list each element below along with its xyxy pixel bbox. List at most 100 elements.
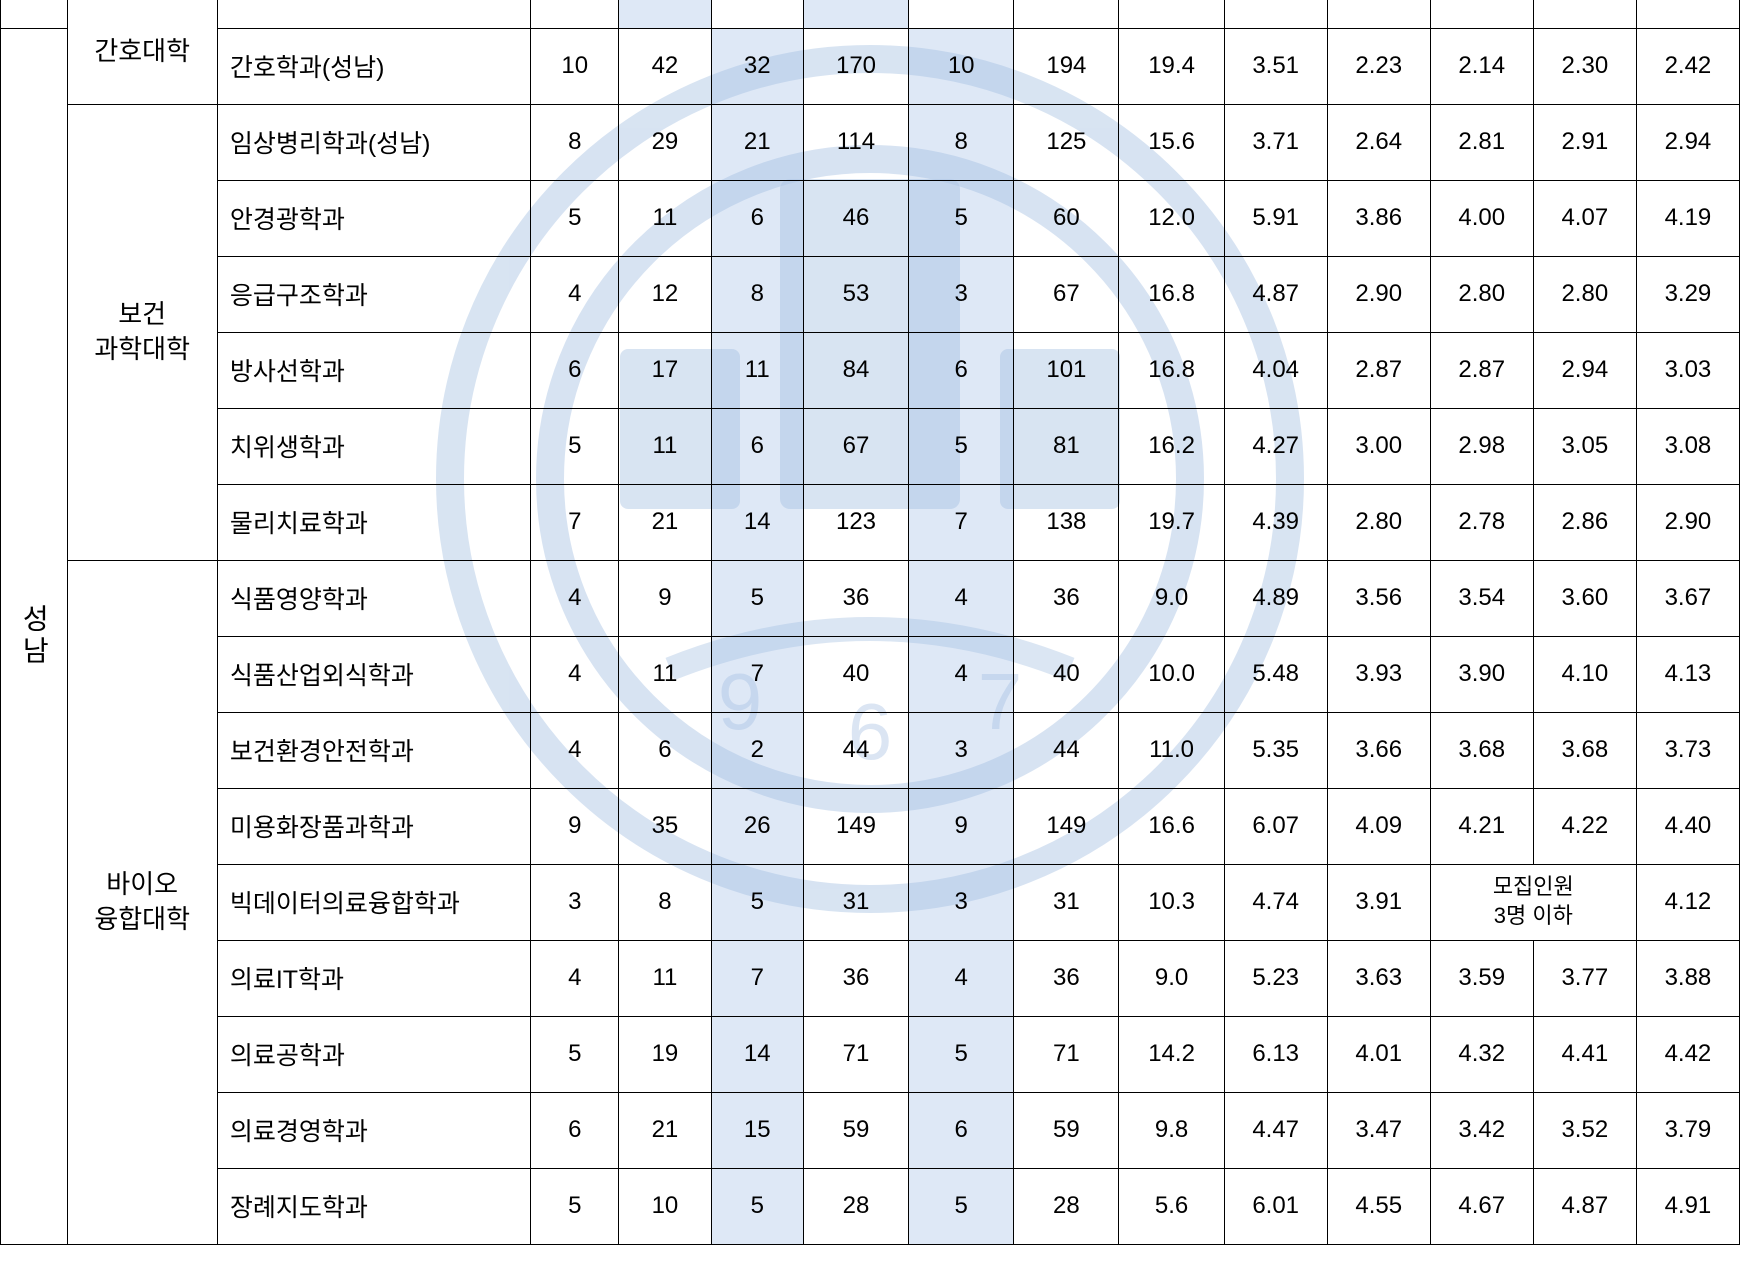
data-cell: 36 xyxy=(803,940,908,1016)
data-cell: 81 xyxy=(1014,408,1119,484)
data-cell: 5.23 xyxy=(1224,940,1327,1016)
data-cell: 3.68 xyxy=(1533,712,1636,788)
prev-row-cell xyxy=(1119,0,1224,28)
data-cell: 3.79 xyxy=(1636,1092,1739,1168)
data-cell: 5 xyxy=(909,1168,1014,1244)
table-row: 미용화장품과학과93526149914916.66.074.094.214.22… xyxy=(1,788,1740,864)
data-cell: 2.30 xyxy=(1533,28,1636,104)
prev-row-cell xyxy=(1636,0,1739,28)
data-cell: 14 xyxy=(711,484,803,560)
data-cell: 10 xyxy=(619,1168,711,1244)
data-cell: 11 xyxy=(619,180,711,256)
data-cell: 2.91 xyxy=(1533,104,1636,180)
table-row: 장례지도학과5105285285.66.014.554.674.874.91 xyxy=(1,1168,1740,1244)
dept-name: 안경광학과 xyxy=(217,180,530,256)
data-cell: 4.07 xyxy=(1533,180,1636,256)
data-cell: 11 xyxy=(619,408,711,484)
data-cell: 8 xyxy=(909,104,1014,180)
dept-name: 의료IT학과 xyxy=(217,940,530,1016)
table-row: 빅데이터의료융합학과3853133110.34.743.91모집인원3명 이하4… xyxy=(1,864,1740,940)
data-cell: 17 xyxy=(619,332,711,408)
dept-name: 식품산업외식학과 xyxy=(217,636,530,712)
data-cell: 42 xyxy=(619,28,711,104)
data-cell: 9.0 xyxy=(1119,940,1224,1016)
data-cell: 4.47 xyxy=(1224,1092,1327,1168)
data-cell: 2.80 xyxy=(1327,484,1430,560)
data-cell: 3 xyxy=(909,256,1014,332)
data-cell: 46 xyxy=(803,180,908,256)
data-cell: 4.12 xyxy=(1636,864,1739,940)
dept-name: 방사선학과 xyxy=(217,332,530,408)
data-cell: 4.10 xyxy=(1533,636,1636,712)
data-cell: 4 xyxy=(909,560,1014,636)
data-cell: 16.8 xyxy=(1119,332,1224,408)
prev-row-cell xyxy=(619,0,711,28)
data-cell: 3.54 xyxy=(1430,560,1533,636)
data-cell: 31 xyxy=(803,864,908,940)
data-cell: 3.93 xyxy=(1327,636,1430,712)
data-cell: 19.4 xyxy=(1119,28,1224,104)
data-cell: 3 xyxy=(531,864,619,940)
data-cell: 2.94 xyxy=(1636,104,1739,180)
data-cell: 4.55 xyxy=(1327,1168,1430,1244)
dept-name: 치위생학과 xyxy=(217,408,530,484)
data-cell: 4.91 xyxy=(1636,1168,1739,1244)
data-cell: 14 xyxy=(711,1016,803,1092)
dept-name: 간호학과(성남) xyxy=(217,28,530,104)
data-cell: 4.27 xyxy=(1224,408,1327,484)
data-cell: 5 xyxy=(531,1168,619,1244)
prev-campus-sliver xyxy=(1,0,68,28)
data-cell: 21 xyxy=(619,1092,711,1168)
data-cell: 3.05 xyxy=(1533,408,1636,484)
dept-name: 보건환경안전학과 xyxy=(217,712,530,788)
data-cell: 9 xyxy=(531,788,619,864)
data-cell: 36 xyxy=(1014,940,1119,1016)
data-cell: 60 xyxy=(1014,180,1119,256)
data-cell: 21 xyxy=(711,104,803,180)
data-cell: 7 xyxy=(711,940,803,1016)
table-row: 의료IT학과4117364369.05.233.633.593.773.88 xyxy=(1,940,1740,1016)
data-cell: 16.6 xyxy=(1119,788,1224,864)
data-cell: 4.39 xyxy=(1224,484,1327,560)
data-cell: 3.29 xyxy=(1636,256,1739,332)
data-cell: 4.13 xyxy=(1636,636,1739,712)
table-row: 안경광학과51164656012.05.913.864.004.074.19 xyxy=(1,180,1740,256)
data-cell: 71 xyxy=(803,1016,908,1092)
data-cell: 5.48 xyxy=(1224,636,1327,712)
data-cell: 29 xyxy=(619,104,711,180)
data-cell: 11 xyxy=(711,332,803,408)
data-cell: 3.68 xyxy=(1430,712,1533,788)
prev-row-cell xyxy=(1533,0,1636,28)
data-cell: 2.90 xyxy=(1636,484,1739,560)
dept-name: 미용화장품과학과 xyxy=(217,788,530,864)
data-cell: 12 xyxy=(619,256,711,332)
prev-row-cell xyxy=(217,0,530,28)
prev-row-cell xyxy=(909,0,1014,28)
data-cell: 3.08 xyxy=(1636,408,1739,484)
data-cell: 5 xyxy=(909,1016,1014,1092)
data-cell: 59 xyxy=(1014,1092,1119,1168)
prev-row-cell xyxy=(1224,0,1327,28)
data-cell: 101 xyxy=(1014,332,1119,408)
data-cell: 2.78 xyxy=(1430,484,1533,560)
table-row: 보건과학대학임상병리학과(성남)82921114812515.63.712.64… xyxy=(1,104,1740,180)
data-cell: 6 xyxy=(531,332,619,408)
data-cell: 5 xyxy=(531,1016,619,1092)
data-cell: 4.40 xyxy=(1636,788,1739,864)
dept-name: 임상병리학과(성남) xyxy=(217,104,530,180)
dept-name: 식품영양학과 xyxy=(217,560,530,636)
data-cell: 9.0 xyxy=(1119,560,1224,636)
data-cell: 4.87 xyxy=(1224,256,1327,332)
data-cell: 2.98 xyxy=(1430,408,1533,484)
dept-name: 의료경영학과 xyxy=(217,1092,530,1168)
data-cell: 5 xyxy=(711,864,803,940)
data-cell: 84 xyxy=(803,332,908,408)
data-cell: 6 xyxy=(909,1092,1014,1168)
table-row: 성남간호학과(성남)1042321701019419.43.512.232.14… xyxy=(1,28,1740,104)
prev-row-cell xyxy=(1430,0,1533,28)
data-cell: 4.09 xyxy=(1327,788,1430,864)
data-cell: 21 xyxy=(619,484,711,560)
data-cell: 149 xyxy=(803,788,908,864)
data-cell: 5.35 xyxy=(1224,712,1327,788)
data-cell: 53 xyxy=(803,256,908,332)
